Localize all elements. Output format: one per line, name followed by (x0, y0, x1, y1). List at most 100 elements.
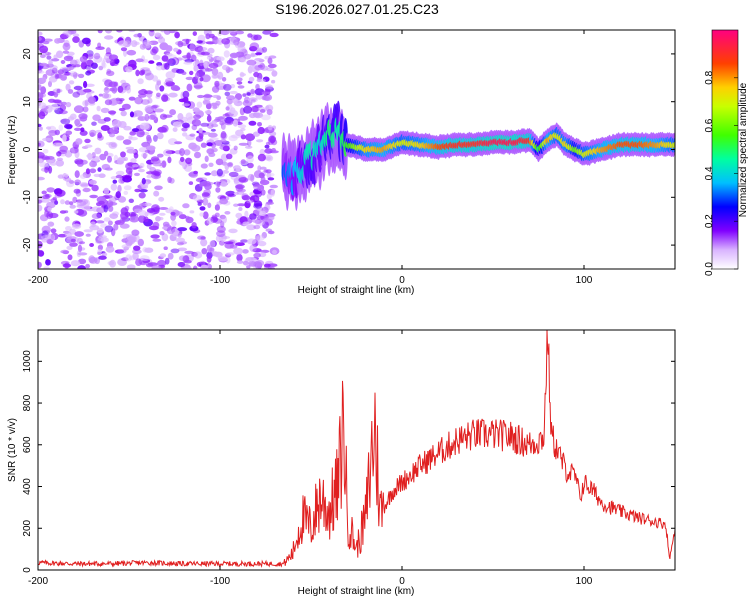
heatmap-cell (97, 30, 103, 34)
heatmap-cell (95, 46, 105, 50)
heatmap-cell (146, 262, 154, 268)
heatmap-cell (245, 145, 253, 149)
heatmap-cell (124, 205, 130, 211)
heatmap-cell (199, 206, 206, 211)
heatmap-cell (172, 127, 178, 132)
heatmap-cell (259, 179, 270, 186)
heatmap-cell (230, 84, 236, 89)
snr-y-ticks: 0 200 400 600 800 1000 (22, 350, 675, 573)
heatmap-cell (264, 144, 270, 149)
heatmap-cell (180, 156, 185, 163)
heatmap-cell (150, 170, 160, 175)
heatmap-cell (259, 109, 266, 113)
heatmap-cell (38, 261, 42, 269)
heatmap-cell (205, 41, 216, 45)
heatmap-cell (91, 121, 97, 126)
heatmap-cell (157, 259, 167, 267)
heatmap-cell (38, 70, 45, 74)
heatmap-cell (126, 149, 136, 154)
heatmap-cell (266, 67, 275, 72)
heatmap-cell (51, 67, 58, 74)
heatmap-cell (50, 58, 60, 62)
heatmap-cell (232, 98, 238, 104)
heatmap-cell (206, 114, 212, 122)
heatmap-cell (128, 30, 136, 33)
heatmap-cell (265, 104, 274, 112)
heatmap-cell (240, 127, 246, 132)
heatmap-cell (48, 165, 53, 174)
heatmap-cell (235, 212, 243, 219)
heatmap-cell (229, 30, 237, 35)
heatmap-cell (67, 89, 74, 94)
heatmap-cell (62, 263, 72, 268)
heatmap-cell (116, 135, 125, 141)
colorbar-ticks: 0.0 0.2 0.4 0.6 0.8 (704, 70, 738, 276)
heatmap-cell (268, 135, 277, 143)
heatmap-cell (200, 51, 210, 56)
heatmap-cell (227, 161, 234, 168)
heatmap-cell (39, 214, 49, 222)
heatmap-cell (266, 201, 274, 205)
heatmap-cell (47, 221, 55, 227)
heatmap-cell (167, 156, 172, 164)
heatmap-cell (39, 62, 48, 67)
heatmap-cell (142, 247, 149, 253)
heatmap-cell (78, 73, 85, 79)
heatmap-cell (235, 77, 243, 82)
heatmap-cell (42, 137, 52, 142)
heatmap-cell (233, 39, 240, 46)
heatmap-cell (117, 40, 128, 47)
heatmap-cell (249, 244, 257, 252)
heatmap-cell (168, 30, 178, 33)
heatmap-cell (129, 111, 135, 118)
heatmap-cell (129, 131, 137, 136)
heatmap-cell (246, 238, 257, 245)
heatmap-cell (162, 114, 173, 118)
heatmap-cell (219, 30, 230, 36)
snr-xlabel: Height of straight line (km) (298, 586, 415, 597)
heatmap-cell (253, 261, 263, 268)
heatmap-cell (103, 187, 110, 195)
heatmap-cell (185, 112, 193, 120)
heatmap-cell (158, 207, 169, 210)
x-tick-label: 100 (576, 576, 593, 587)
heatmap-cell (123, 185, 132, 191)
heatmap-cell (224, 119, 234, 126)
heatmap-cell (51, 103, 59, 111)
heatmap-cell (248, 76, 255, 82)
x-tick-label: -100 (210, 576, 230, 587)
heatmap-cell (167, 176, 172, 183)
heatmap-cell (272, 249, 277, 255)
heatmap-cell (41, 76, 47, 83)
heatmap-cell (181, 127, 188, 132)
heatmap-cell (242, 93, 247, 97)
heatmap-cell (253, 71, 260, 78)
heatmap-cell (240, 159, 246, 165)
heatmap-cell (253, 183, 261, 190)
heatmap-cell (175, 237, 185, 243)
heatmap-cell (192, 107, 200, 113)
heatmap-cell (133, 152, 139, 159)
heatmap-cell (104, 225, 114, 233)
heatmap-cell (77, 252, 88, 256)
heatmap-cell (99, 153, 107, 161)
heatmap-cell (89, 194, 98, 199)
heatmap-cell (207, 47, 215, 54)
heatmap-cell (139, 43, 146, 50)
heatmap-cell (148, 114, 156, 120)
heatmap-cell (132, 164, 139, 168)
heatmap-cell (196, 101, 203, 108)
heatmap-cell (232, 119, 239, 127)
heatmap-cell (225, 252, 235, 256)
heatmap-cell (121, 244, 131, 249)
heatmap-cell (259, 210, 266, 216)
heatmap-cell (80, 61, 87, 70)
heatmap-cell (193, 81, 203, 90)
heatmap-cell (44, 193, 52, 198)
heatmap-cell (152, 104, 159, 109)
heatmap-cell (57, 233, 67, 238)
heatmap-cell (161, 233, 169, 242)
heatmap-cell (222, 64, 229, 71)
heatmap-cell (237, 85, 245, 89)
heatmap-cell (136, 129, 145, 138)
